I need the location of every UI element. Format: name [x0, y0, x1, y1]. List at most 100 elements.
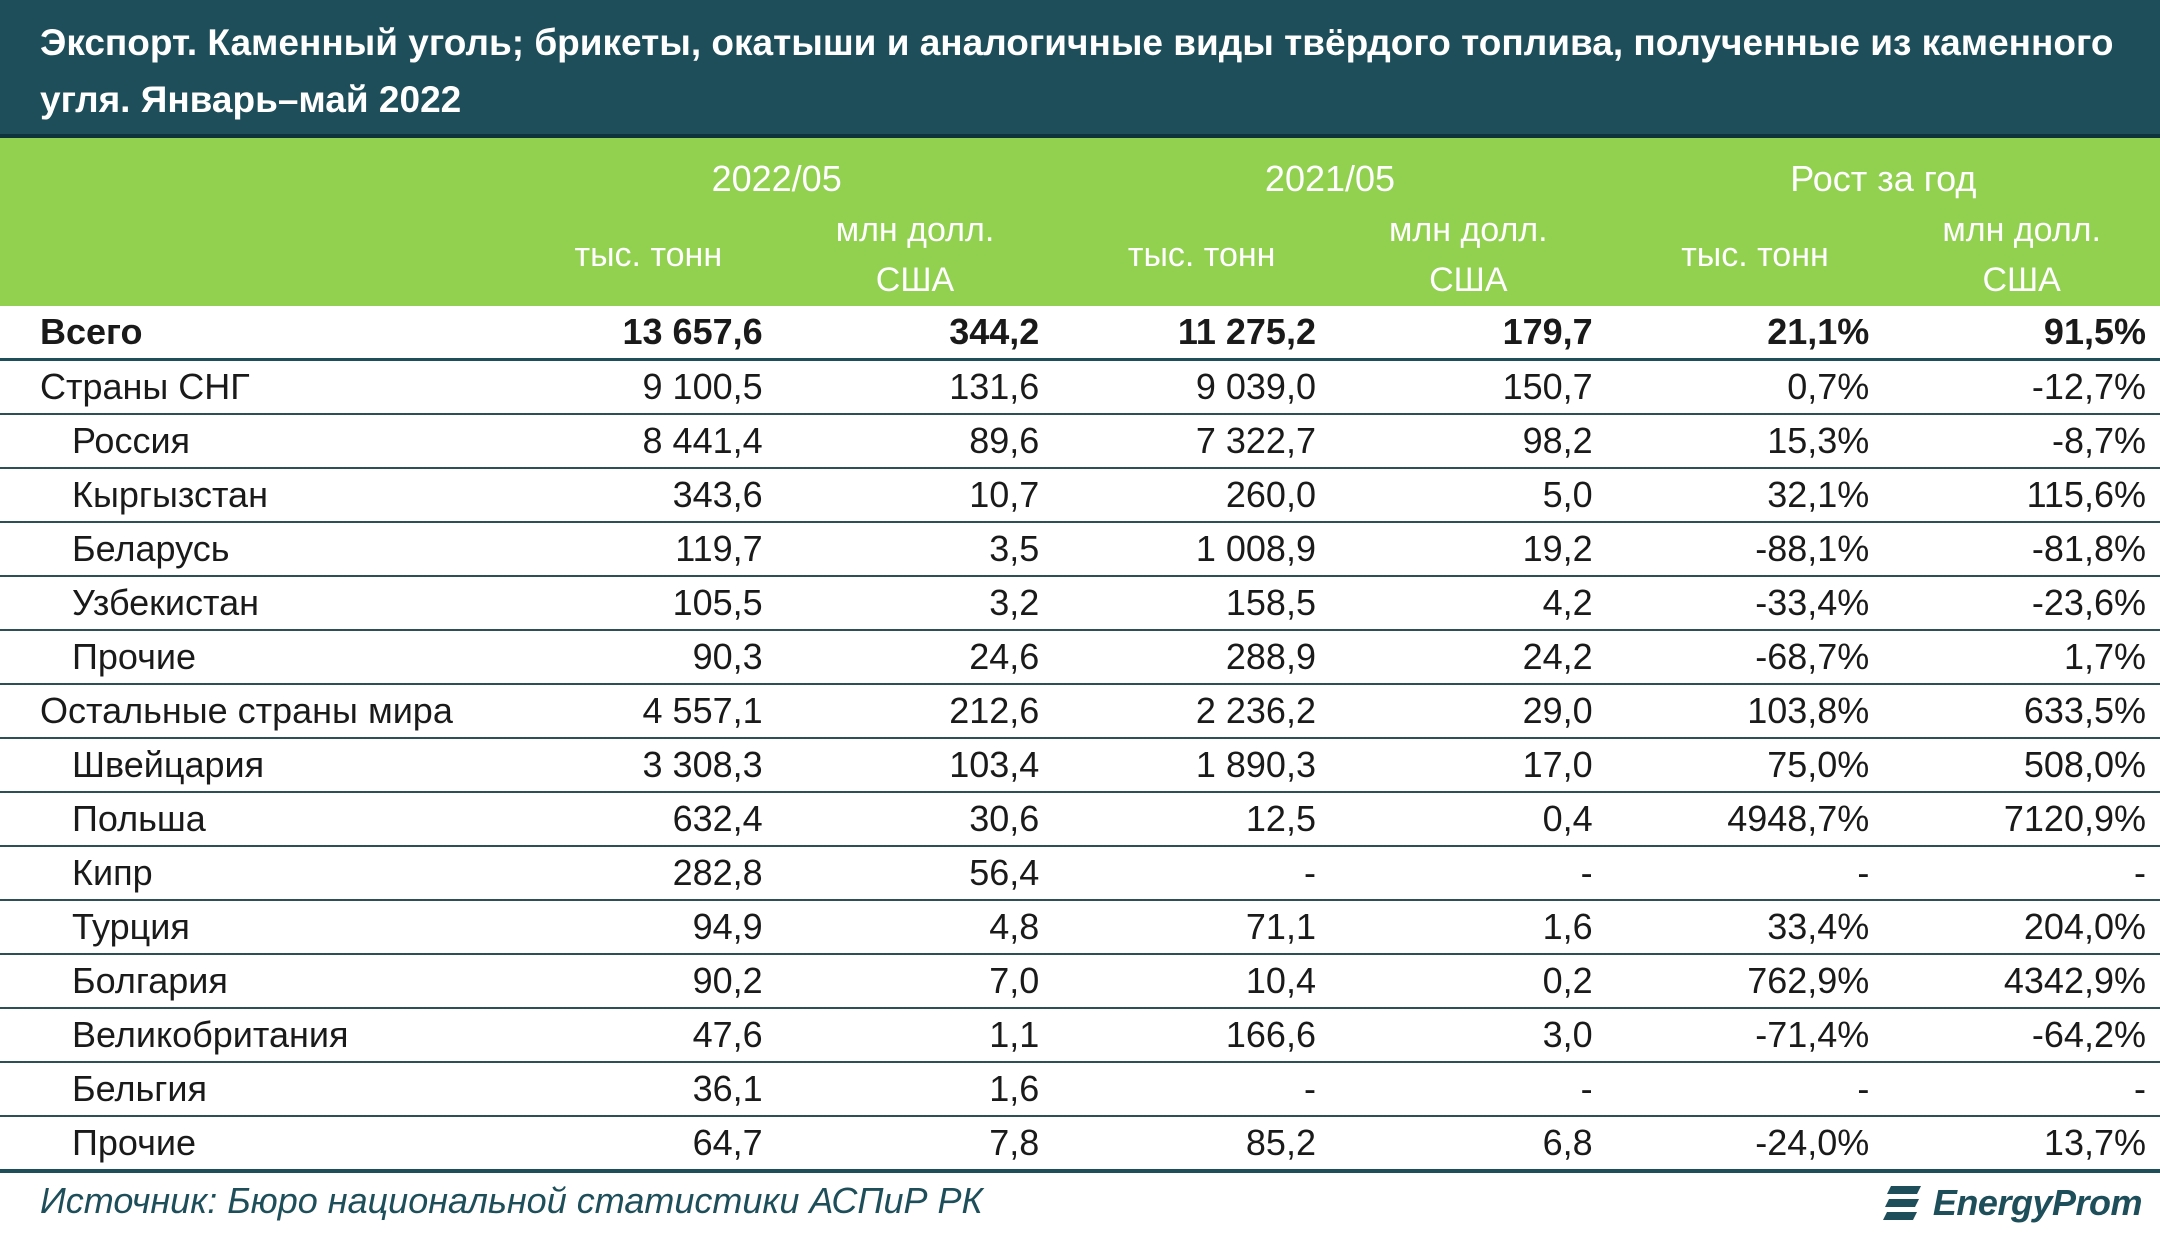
table-row: Прочие 90,3 24,6 288,9 24,2 -68,7% 1,7%: [0, 630, 2160, 685]
cell-2021-ton: 166,6: [1053, 1008, 1330, 1063]
logo-text: EnergyProm: [1932, 1182, 2143, 1223]
row-name: Прочие: [0, 630, 500, 685]
table-row: Кыргызстан 343,6 10,7 260,0 5,0 32,1% 11…: [0, 468, 2160, 523]
cell-2022-ton: 4 557,1: [500, 684, 777, 739]
cell-2022-ton: 282,8: [500, 846, 777, 901]
cell-growth-ton: 103,8%: [1606, 684, 1884, 739]
cell-2021-usd: -: [1329, 1062, 1607, 1117]
table-row-group: Остальные страны мира 4 557,1 212,6 2 23…: [0, 684, 2160, 739]
header-corner-units: [0, 204, 500, 306]
table-row: Польша 632,4 30,6 12,5 0,4 4948,7% 7120,…: [0, 792, 2160, 847]
cell-2022-ton: 119,7: [500, 522, 777, 577]
cell-growth-ton: 21,1%: [1606, 306, 1884, 361]
cell-2022-ton: 64,7: [500, 1116, 777, 1173]
footer: Источник: Бюро национальной статистики А…: [0, 1166, 2160, 1238]
cell-2022-usd: 10,7: [776, 468, 1054, 523]
cell-growth-ton: -88,1%: [1606, 522, 1884, 577]
cell-2021-usd: 3,0: [1329, 1008, 1607, 1063]
cell-growth-usd: -12,7%: [1883, 359, 2160, 415]
cell-2021-usd: 150,7: [1329, 359, 1607, 415]
cell-2022-usd: 24,6: [776, 630, 1054, 685]
header-unit-usd: млн долл. США: [776, 204, 1054, 306]
cell-growth-usd: 1,7%: [1883, 630, 2160, 685]
header-unit-ton: тыс. тонн: [1053, 204, 1330, 306]
cell-growth-usd: -23,6%: [1883, 576, 2160, 631]
cell-2022-usd: 3,5: [776, 522, 1054, 577]
export-table: 2022/05 2021/05 Рост за год тыс. тонн мл…: [0, 138, 2160, 1173]
cell-2022-usd: 56,4: [776, 846, 1054, 901]
cell-2022-usd: 7,8: [776, 1116, 1054, 1173]
row-name: Польша: [0, 792, 500, 847]
cell-2021-usd: 0,2: [1329, 954, 1607, 1009]
cell-growth-usd: -64,2%: [1883, 1008, 2160, 1063]
cell-2022-ton: 36,1: [500, 1062, 777, 1117]
source-note: Источник: Бюро национальной статистики А…: [40, 1180, 983, 1221]
row-name: Турция: [0, 900, 500, 955]
cell-2021-ton: 1 890,3: [1053, 738, 1330, 793]
cell-growth-ton: -: [1606, 846, 1884, 901]
row-name: Кыргызстан: [0, 468, 500, 523]
unit-usd-line2: США: [1429, 261, 1508, 299]
cell-growth-ton: -24,0%: [1606, 1116, 1884, 1173]
header-period-2021: 2021/05: [1053, 138, 1607, 204]
cell-2021-usd: 17,0: [1329, 738, 1607, 793]
cell-growth-usd: 7120,9%: [1883, 792, 2160, 847]
cell-growth-usd: 115,6%: [1883, 468, 2160, 523]
header-corner: [0, 138, 500, 204]
header-period-2022: 2022/05: [500, 138, 1054, 204]
table-row: Болгария 90,2 7,0 10,4 0,2 762,9% 4342,9…: [0, 954, 2160, 1009]
cell-2021-ton: 7 322,7: [1053, 414, 1330, 469]
cell-2022-ton: 8 441,4: [500, 414, 777, 469]
header-row-units: тыс. тонн млн долл. США тыс. тонн млн дол…: [0, 204, 2160, 306]
cell-growth-usd: 13,7%: [1883, 1116, 2160, 1173]
cell-2021-usd: -: [1329, 846, 1607, 901]
energyprom-logo-icon: [1882, 1186, 1921, 1220]
cell-2022-usd: 7,0: [776, 954, 1054, 1009]
unit-usd-line1: млн долл.: [1389, 211, 1548, 249]
cell-growth-ton: -71,4%: [1606, 1008, 1884, 1063]
cell-growth-ton: -: [1606, 1062, 1884, 1117]
cell-2022-usd: 212,6: [776, 684, 1054, 739]
cell-2022-usd: 1,6: [776, 1062, 1054, 1117]
table-body: Всего 13 657,6 344,2 11 275,2 179,7 21,1…: [0, 306, 2160, 1173]
cell-2022-usd: 4,8: [776, 900, 1054, 955]
row-name: Узбекистан: [0, 576, 500, 631]
cell-2021-ton: 11 275,2: [1053, 306, 1330, 361]
table-row: Швейцария 3 308,3 103,4 1 890,3 17,0 75,…: [0, 738, 2160, 793]
cell-2021-usd: 19,2: [1329, 522, 1607, 577]
unit-usd-line1: млн долл.: [1942, 211, 2101, 249]
cell-2022-usd: 131,6: [776, 359, 1054, 415]
table-row-group: Страны СНГ 9 100,5 131,6 9 039,0 150,7 0…: [0, 359, 2160, 415]
cell-2021-ton: 1 008,9: [1053, 522, 1330, 577]
cell-growth-usd: 633,5%: [1883, 684, 2160, 739]
header-unit-usd: млн долл. США: [1883, 204, 2160, 306]
cell-2022-usd: 103,4: [776, 738, 1054, 793]
cell-growth-ton: -68,7%: [1606, 630, 1884, 685]
cell-2022-ton: 105,5: [500, 576, 777, 631]
cell-2022-ton: 3 308,3: [500, 738, 777, 793]
cell-growth-ton: 762,9%: [1606, 954, 1884, 1009]
cell-2021-ton: 2 236,2: [1053, 684, 1330, 739]
row-name: Всего: [0, 306, 500, 361]
row-name: Великобритания: [0, 1008, 500, 1063]
table-row-total: Всего 13 657,6 344,2 11 275,2 179,7 21,1…: [0, 306, 2160, 361]
row-name: Кипр: [0, 846, 500, 901]
table-row: Кипр 282,8 56,4 - - - -: [0, 846, 2160, 901]
cell-growth-ton: 4948,7%: [1606, 792, 1884, 847]
cell-2021-usd: 29,0: [1329, 684, 1607, 739]
row-name: Беларусь: [0, 522, 500, 577]
cell-2022-usd: 3,2: [776, 576, 1054, 631]
unit-usd-line1: млн долл.: [835, 211, 995, 249]
cell-2021-ton: 9 039,0: [1053, 359, 1330, 415]
row-name: Остальные страны мира: [0, 684, 500, 739]
cell-2021-usd: 4,2: [1329, 576, 1607, 631]
cell-growth-usd: 508,0%: [1883, 738, 2160, 793]
row-name: Россия: [0, 414, 500, 469]
cell-2022-usd: 1,1: [776, 1008, 1054, 1063]
table-row: Беларусь 119,7 3,5 1 008,9 19,2 -88,1% -…: [0, 522, 2160, 577]
cell-growth-ton: 15,3%: [1606, 414, 1884, 469]
header-unit-usd: млн долл. США: [1329, 204, 1607, 306]
cell-2022-ton: 47,6: [500, 1008, 777, 1063]
row-name: Страны СНГ: [0, 359, 500, 415]
cell-2022-ton: 94,9: [500, 900, 777, 955]
